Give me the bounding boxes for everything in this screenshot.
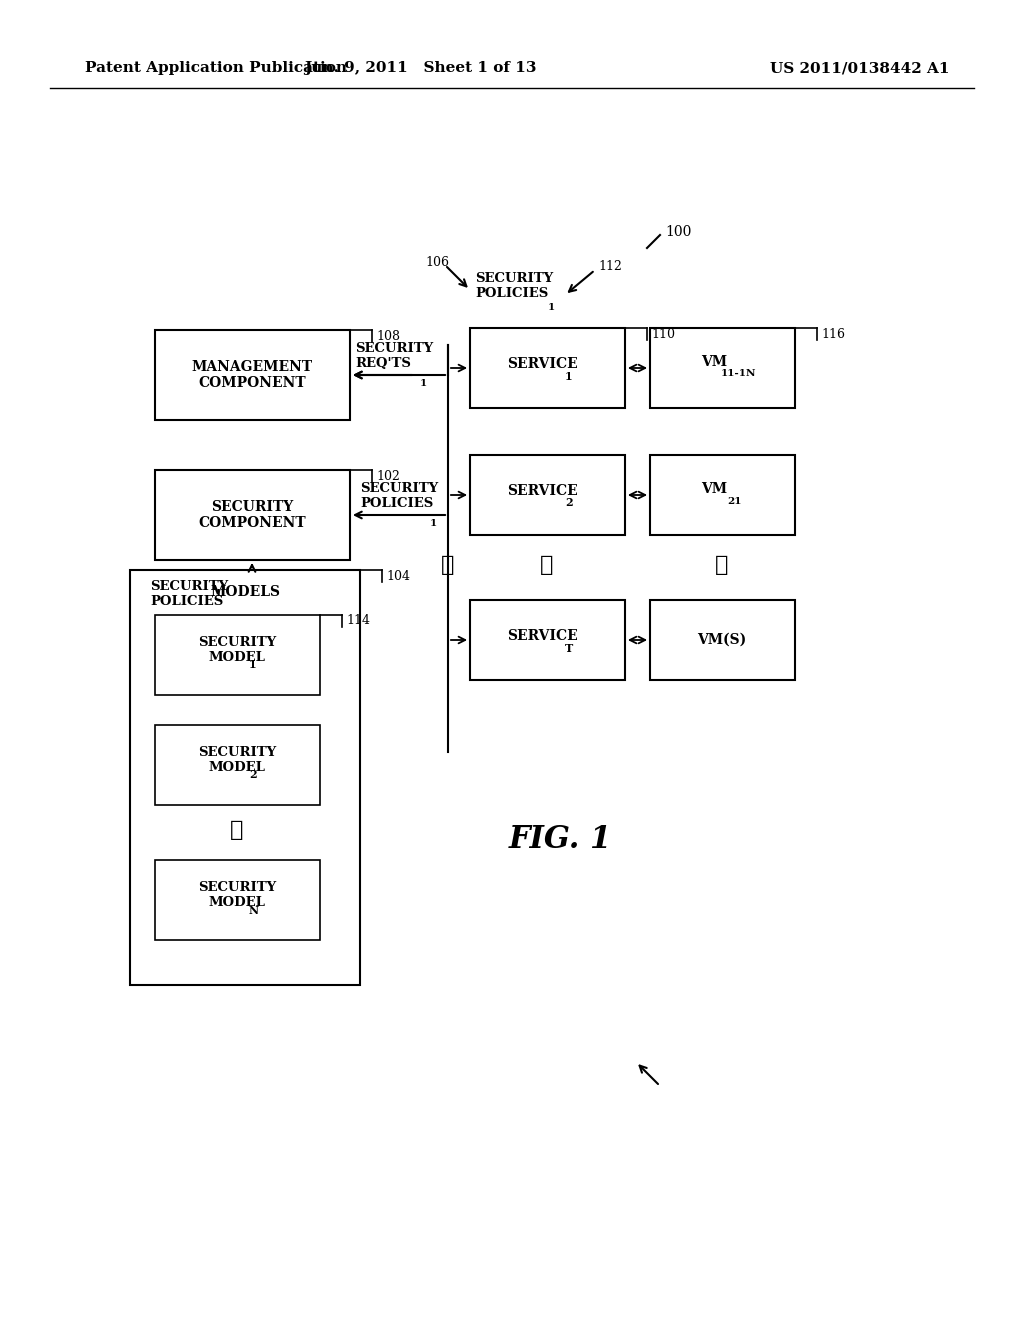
Text: 11-1N: 11-1N: [720, 370, 756, 379]
Text: US 2011/0138442 A1: US 2011/0138442 A1: [770, 61, 950, 75]
Text: VM: VM: [701, 482, 727, 496]
Bar: [470, 327, 625, 408]
Text: 1: 1: [249, 660, 257, 671]
Text: SERVICE: SERVICE: [507, 630, 578, 643]
Bar: [155, 330, 350, 420]
Bar: [155, 861, 319, 940]
Text: 108: 108: [376, 330, 400, 342]
Text: 21: 21: [727, 496, 741, 506]
Text: 110: 110: [651, 327, 675, 341]
Text: SECURITY
POLICIES: SECURITY POLICIES: [360, 482, 438, 510]
Bar: [155, 615, 319, 696]
Text: T: T: [565, 643, 573, 653]
Text: 112: 112: [598, 260, 622, 273]
Text: 2: 2: [565, 498, 572, 508]
Text: SERVICE: SERVICE: [507, 356, 578, 371]
Bar: [470, 601, 625, 680]
Text: Jun. 9, 2011   Sheet 1 of 13: Jun. 9, 2011 Sheet 1 of 13: [304, 61, 537, 75]
Text: 1: 1: [215, 590, 222, 598]
Text: FIG. 1: FIG. 1: [508, 825, 611, 855]
Text: 1: 1: [565, 371, 572, 381]
Text: SECURITY
MODEL: SECURITY MODEL: [198, 746, 276, 774]
Text: N: N: [249, 904, 259, 916]
Text: VM(S): VM(S): [697, 634, 746, 647]
Text: SERVICE: SERVICE: [507, 484, 578, 498]
Bar: [650, 455, 795, 535]
Text: SECURITY
POLICIES: SECURITY POLICIES: [475, 272, 553, 300]
Text: 1: 1: [548, 302, 555, 312]
Text: 100: 100: [665, 224, 691, 239]
Text: SECURITY
MODEL: SECURITY MODEL: [198, 636, 276, 664]
Text: 116: 116: [821, 327, 845, 341]
Text: SECURITY
MODEL: SECURITY MODEL: [198, 880, 276, 909]
Bar: [155, 470, 350, 560]
Text: MANAGEMENT
COMPONENT: MANAGEMENT COMPONENT: [191, 360, 312, 391]
Text: 106: 106: [425, 256, 449, 269]
Text: 1: 1: [420, 379, 427, 388]
Text: MODELS: MODELS: [210, 585, 280, 599]
Text: 1: 1: [430, 519, 437, 528]
Text: Patent Application Publication: Patent Application Publication: [85, 61, 347, 75]
Bar: [470, 455, 625, 535]
Text: SECURITY
REQ'TS: SECURITY REQ'TS: [355, 342, 433, 370]
Text: ⋮: ⋮: [541, 554, 554, 576]
Bar: [130, 570, 360, 985]
Text: SECURITY
COMPONENT: SECURITY COMPONENT: [199, 500, 306, 531]
Bar: [650, 601, 795, 680]
Text: 104: 104: [386, 569, 410, 582]
Text: 114: 114: [346, 615, 370, 627]
Bar: [155, 725, 319, 805]
Bar: [650, 327, 795, 408]
Text: 102: 102: [376, 470, 400, 483]
Text: SECURITY
POLICIES: SECURITY POLICIES: [150, 579, 228, 609]
Text: ⋮: ⋮: [716, 554, 729, 576]
Text: 2: 2: [249, 770, 257, 780]
Text: ⋮: ⋮: [441, 554, 455, 576]
Text: ⋮: ⋮: [230, 818, 244, 841]
Text: VM: VM: [701, 355, 727, 370]
